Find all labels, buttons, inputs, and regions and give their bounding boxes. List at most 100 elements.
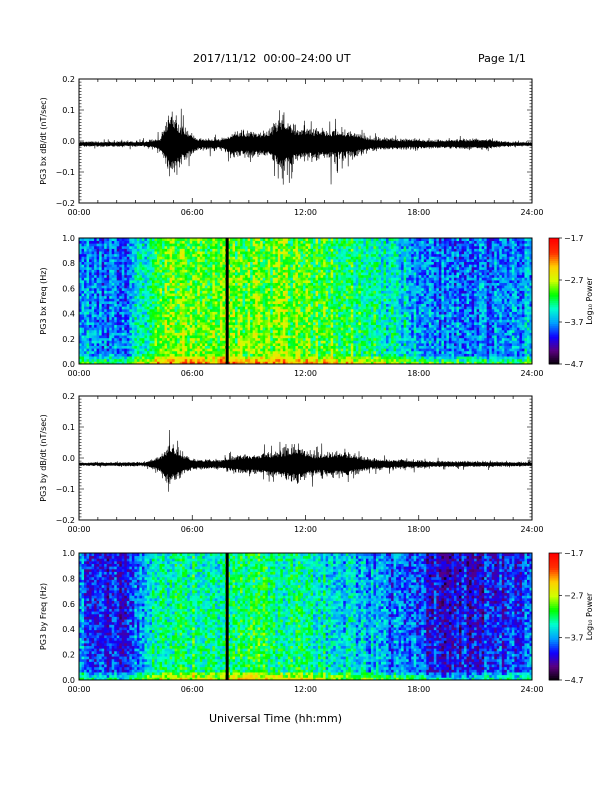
spectrogram-cell xyxy=(282,340,286,344)
spectrogram-cell xyxy=(111,261,115,265)
spectrogram-cell xyxy=(89,243,92,247)
spectrogram-cell xyxy=(282,274,286,278)
spectrogram-cell xyxy=(157,332,160,336)
spectrogram-cell xyxy=(86,303,90,307)
spectrogram-cell xyxy=(318,245,321,249)
spectrogram-cell xyxy=(207,361,211,365)
spectrogram-cell xyxy=(202,290,206,294)
spectrogram-cell xyxy=(126,356,130,360)
spectrogram-cell xyxy=(267,256,271,260)
spectrogram-cell xyxy=(136,269,140,273)
spectrogram-cell xyxy=(84,274,87,278)
spectrogram-cell xyxy=(287,285,291,289)
spectrogram-cell xyxy=(96,322,100,326)
spectrogram-cell xyxy=(290,327,294,331)
spectrogram-cell xyxy=(86,350,90,354)
spectrogram-cell xyxy=(79,337,82,341)
spectrogram-cell xyxy=(114,356,118,360)
spectrogram-cell xyxy=(199,245,203,249)
spectrogram-cell xyxy=(169,285,173,289)
spectrogram-cell xyxy=(320,290,324,294)
spectrogram-cell xyxy=(277,327,281,331)
spectrogram-cell xyxy=(227,348,231,352)
spectrogram-cell xyxy=(262,261,266,265)
spectrogram-cell xyxy=(202,274,206,278)
spectrogram-cell xyxy=(202,259,206,263)
spectrogram-cell xyxy=(141,316,145,320)
spectrogram-cell xyxy=(247,280,251,284)
spectrogram-cell xyxy=(250,306,254,310)
spectrogram-cell xyxy=(270,264,274,268)
spectrogram-cell xyxy=(247,358,251,362)
spectrogram-cell xyxy=(207,253,211,257)
spectrogram-cell xyxy=(144,240,148,244)
spectrogram-cell xyxy=(146,251,150,255)
spectrogram-cell xyxy=(151,238,155,242)
spectrogram-cell xyxy=(86,243,90,247)
spectrogram-cell xyxy=(187,343,191,347)
spectrogram-cell xyxy=(184,314,188,318)
spectrogram-cell xyxy=(318,243,321,247)
spectrogram-cell xyxy=(197,248,201,252)
spectrogram-cell xyxy=(89,308,92,312)
spectrogram-cell xyxy=(305,350,309,354)
spectrogram-cell xyxy=(89,319,92,323)
spectrogram-cell xyxy=(222,248,226,252)
spectrogram-cell xyxy=(192,306,196,310)
spectrogram-cell xyxy=(262,243,266,247)
spectrogram-cell xyxy=(313,306,316,310)
spectrogram-cell xyxy=(129,261,133,265)
spectrogram-cell xyxy=(257,245,261,249)
spectrogram-cell xyxy=(262,287,266,291)
spectrogram-cell xyxy=(295,356,299,360)
spectrogram-cell xyxy=(255,253,259,257)
spectrogram-cell xyxy=(159,348,163,352)
spectrogram-cell xyxy=(227,287,231,291)
spectrogram-cell xyxy=(169,295,173,299)
spectrogram-cell xyxy=(295,280,299,284)
spectrogram-cell xyxy=(194,350,198,354)
spectrogram-cell xyxy=(209,259,213,263)
spectrogram-cell xyxy=(151,358,155,362)
spectrogram-cell xyxy=(214,361,218,365)
spectrogram-cell xyxy=(116,335,120,339)
spectrogram-cell xyxy=(230,311,233,315)
spectrogram-cell xyxy=(292,356,296,360)
spectrogram-cell xyxy=(129,343,133,347)
spectrogram-cell xyxy=(124,345,128,349)
spectrogram-cell xyxy=(134,322,138,326)
spectrogram-cell xyxy=(280,261,284,265)
spectrogram-cell xyxy=(219,251,223,255)
spectrogram-cell xyxy=(315,277,319,281)
spectrogram-cell xyxy=(240,285,243,289)
spectrogram-cell xyxy=(99,274,103,278)
spectrogram-cell xyxy=(189,361,193,365)
spectrogram-cell xyxy=(212,266,216,270)
spectrogram-cell xyxy=(320,340,324,344)
spectrogram-cell xyxy=(114,248,118,252)
spectrogram-cell xyxy=(199,358,203,362)
spectrogram-cell xyxy=(237,285,241,289)
spectrogram-cell xyxy=(262,327,266,331)
spectrogram-cell xyxy=(219,280,223,284)
spectrogram-cell xyxy=(106,293,110,297)
spectrogram-cell xyxy=(164,314,168,318)
spectrogram-cell xyxy=(162,277,165,281)
spectrogram-cell xyxy=(214,353,218,357)
spectrogram-cell xyxy=(81,298,85,302)
spectrogram-cell xyxy=(86,335,90,339)
spectrogram-cell xyxy=(313,240,316,244)
spectrogram-cell xyxy=(318,253,321,257)
spectrogram-cell xyxy=(245,343,249,347)
spectrogram-cell xyxy=(323,290,327,294)
spectrogram-cell xyxy=(192,343,196,347)
spectrogram-cell xyxy=(217,298,221,302)
spectrogram-cell xyxy=(189,316,193,320)
spectrogram-cell xyxy=(149,251,153,255)
spectrogram-cell xyxy=(187,238,191,242)
spectrogram-cell xyxy=(81,295,85,299)
spectrogram-cell xyxy=(124,356,128,360)
spectrogram-cell xyxy=(252,298,256,302)
spectrogram-cell xyxy=(79,259,82,263)
spectrogram-cell xyxy=(129,358,133,362)
